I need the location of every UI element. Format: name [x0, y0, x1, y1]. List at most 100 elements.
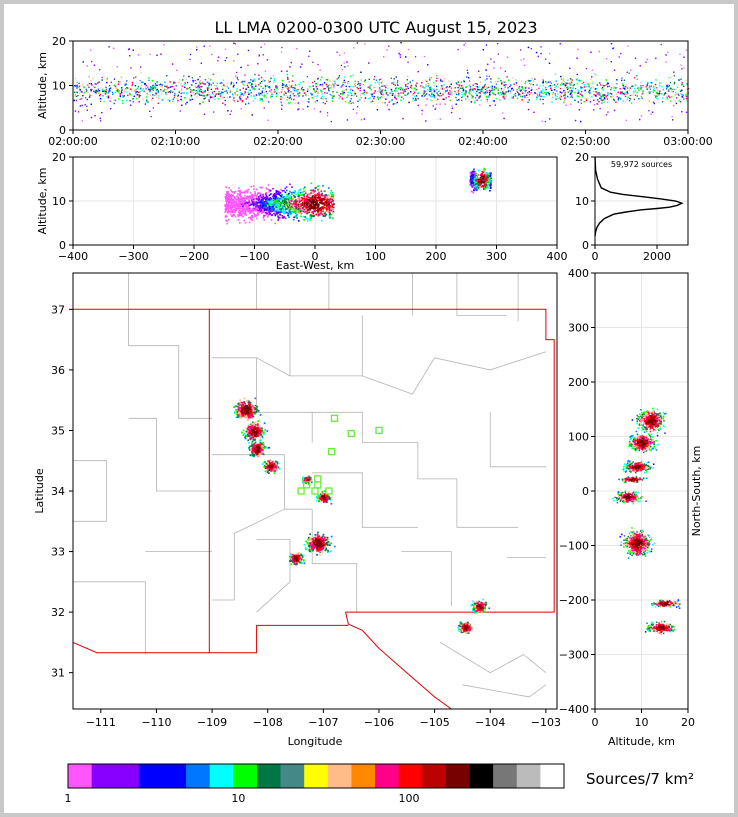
ew-height-point [277, 190, 280, 193]
time-height-point [626, 90, 628, 93]
ew-height-point [305, 204, 308, 206]
time-height-point [350, 98, 352, 100]
time-height-point [506, 76, 508, 78]
time-height-point [243, 80, 246, 83]
time-height-point [613, 87, 615, 89]
time-height-point [628, 89, 631, 91]
time-height-point [140, 72, 142, 74]
ew-height-point [283, 210, 286, 213]
time-height-point [202, 101, 204, 103]
time-height-point [181, 104, 183, 106]
time-height-point [545, 81, 547, 83]
ew-height-point [292, 201, 294, 203]
time-height-point [540, 95, 542, 98]
time-height-point [213, 96, 215, 98]
time-height-point [560, 75, 562, 78]
time-height-point [241, 81, 243, 83]
time-height-point [296, 48, 298, 50]
time-height-point [186, 92, 188, 94]
time-height-point [347, 65, 349, 67]
ew-height-point [286, 195, 289, 198]
time-height-point [205, 94, 208, 96]
time-height-point [288, 102, 290, 104]
time-height-point [222, 88, 224, 90]
ew-height-point [290, 213, 292, 215]
time-height-point [338, 97, 340, 100]
time-height-point [196, 92, 198, 94]
time-height-point [439, 103, 441, 105]
time-height-point [653, 90, 656, 92]
time-height-point [340, 64, 343, 67]
time-height-point [624, 92, 626, 94]
time-height-point [532, 84, 534, 86]
ew-height-point [318, 193, 320, 196]
time-height-point [500, 81, 502, 83]
time-height-point [678, 79, 680, 81]
time-height-point [84, 104, 86, 106]
time-height-point [180, 92, 182, 95]
time-height-point [490, 85, 493, 87]
time-height-point [486, 90, 488, 92]
ew-height-point [294, 215, 297, 218]
time-height-point [261, 80, 263, 83]
time-height-point [280, 98, 282, 100]
time-height-point [464, 94, 467, 96]
time-height-point [382, 80, 384, 82]
time-height-point [443, 84, 445, 86]
ew-height-point [307, 198, 310, 201]
time-height-point [337, 77, 340, 79]
ew-height-point [238, 193, 240, 196]
time-height-point [661, 86, 663, 88]
time-height-point [286, 70, 288, 72]
time-height-point [497, 92, 499, 94]
time-height-point [528, 93, 531, 96]
time-height-point [397, 84, 399, 86]
ew-height-point [224, 196, 227, 199]
time-height-point [74, 94, 77, 97]
time-height-point [381, 90, 383, 92]
ew-height-point [309, 209, 311, 211]
time-height-point [461, 93, 463, 96]
ew-height-point [291, 193, 293, 196]
time-height-point [212, 91, 214, 93]
time-height-point [425, 85, 427, 87]
time-height-point [220, 91, 223, 93]
time-height-point [623, 86, 625, 88]
time-height-point [554, 73, 557, 75]
time-height-point [141, 81, 143, 83]
time-height-point [353, 47, 355, 49]
ew-height-point [276, 197, 279, 200]
time-height-point [160, 53, 162, 55]
time-height-point [199, 76, 201, 78]
time-height-point [139, 90, 141, 93]
time-height-point [211, 53, 213, 56]
time-height-point [315, 83, 317, 85]
ew-height-point [246, 205, 248, 208]
time-height-point [514, 95, 517, 97]
time-height-point [629, 98, 632, 100]
time-height-point [95, 92, 97, 94]
time-height-point [79, 105, 81, 107]
time-height-point [624, 95, 627, 98]
time-height-point [345, 85, 347, 87]
time-height-point [416, 82, 418, 84]
time-height-point [489, 92, 491, 94]
time-height-point [563, 93, 565, 96]
ew-height-point [324, 190, 326, 192]
time-height-point [350, 92, 352, 94]
time-height-point [648, 110, 650, 112]
ew-height-point [328, 201, 330, 204]
time-height-point [319, 84, 321, 86]
time-height-point [564, 97, 566, 99]
time-height-point [455, 96, 457, 99]
time-height-point [352, 102, 354, 104]
time-height-point [323, 88, 325, 90]
time-height-point [583, 84, 586, 86]
ew-height-point [293, 191, 296, 194]
time-height-point [213, 111, 215, 113]
time-height-point [362, 84, 365, 86]
time-height-point [465, 93, 467, 95]
time-height-point [78, 92, 80, 95]
ew-height-point [303, 208, 306, 211]
ew-height-point [331, 207, 333, 209]
